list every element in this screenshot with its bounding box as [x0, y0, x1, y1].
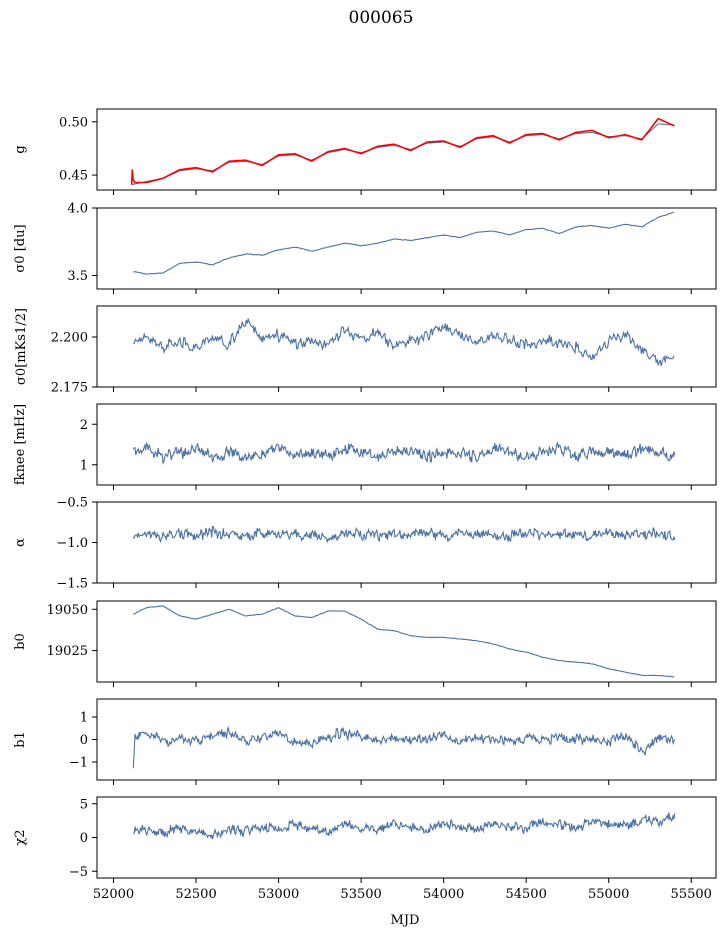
panel-8: −5 0 5 52000 52500 53000 53500 54000 54500 55000 5… — [13, 796, 717, 902]
panel-frame — [96, 403, 717, 486]
panel-4: 1 2 fknee [mHz] — [13, 403, 717, 490]
panel-5: −1.5 −1.0 −0.5 α — [13, 496, 717, 592]
y-axis-label: σ0[mKs1/2] — [14, 308, 29, 385]
panel-frame — [96, 501, 717, 584]
y-axis-label: b1 — [13, 731, 28, 748]
series-line-7-1 — [132, 725, 676, 769]
panel-frame — [96, 796, 717, 879]
y-tick-label: −1.0 — [56, 536, 88, 551]
y-tick-label: −1.5 — [56, 577, 88, 592]
y-tick-label: 5 — [80, 797, 88, 812]
series-line-1-2 — [130, 117, 675, 185]
x-tick-label: 52500 — [175, 887, 216, 902]
panel-frame — [96, 108, 717, 191]
y-tick-label: 0.50 — [59, 115, 88, 130]
x-tick-label: 53000 — [258, 887, 299, 902]
panel-frame — [96, 305, 717, 388]
figure-title: 000065 — [349, 8, 414, 28]
x-axis-label: MJD — [391, 913, 420, 928]
x-tick-label: 52000 — [93, 887, 134, 902]
series-line-1-1 — [131, 123, 675, 186]
y-axis-label: b0 — [13, 633, 28, 650]
x-tick-label: 53500 — [340, 887, 381, 902]
panel-frame — [96, 207, 717, 290]
y-tick-label: 2.175 — [51, 381, 88, 396]
series-line-5-1 — [132, 525, 676, 544]
y-axis-label: α — [13, 538, 28, 547]
x-tick-label: 54500 — [505, 887, 546, 902]
y-tick-label: 1 — [80, 711, 88, 726]
y-tick-label: 2.200 — [51, 331, 88, 346]
panel-2: 3.5 4.0 σ0 [du] — [13, 202, 717, 294]
y-axis-label: g — [13, 145, 28, 153]
y-tick-label: 19050 — [47, 603, 88, 618]
y-tick-label: 19025 — [47, 644, 88, 659]
y-axis-label: fknee [mHz] — [13, 404, 28, 485]
y-tick-label: 2 — [80, 418, 88, 433]
y-tick-label: −0.5 — [56, 496, 88, 511]
y-axis-label: σ0 [du] — [13, 224, 28, 272]
y-tick-label: 1 — [80, 458, 88, 473]
x-tick-label: 55500 — [671, 887, 712, 902]
x-tick-label: 55000 — [588, 887, 629, 902]
series-line-8-1 — [132, 812, 676, 840]
y-tick-label: −1 — [69, 756, 88, 771]
y-tick-label: 0 — [80, 831, 88, 846]
series-line-6-1 — [133, 605, 675, 678]
panel-6: 19025 19050 b0 — [13, 600, 717, 687]
y-tick-label: 0.45 — [59, 169, 88, 184]
series-line-4-1 — [132, 441, 676, 465]
panel-1: 0.45 0.50 g — [13, 108, 717, 195]
series-line-3-1 — [133, 318, 675, 367]
x-tick-label: 54000 — [423, 887, 464, 902]
panel-3: 2.175 2.200 σ0[mKs1/2] — [14, 305, 717, 396]
y-tick-label: 0 — [80, 733, 88, 748]
y-tick-label: 4.0 — [67, 202, 88, 217]
panel-7: −1 0 1 b1 — [13, 698, 717, 785]
y-tick-label: −5 — [69, 865, 88, 880]
y-axis-label: χ2 — [13, 829, 28, 845]
panel-frame — [96, 600, 717, 683]
panels: 0.45 0.50 g 3.5 4.0 σ0 [du] 2.175 2.200 σ0[mKs1/… — [13, 108, 717, 902]
y-tick-label: 3.5 — [67, 269, 88, 284]
series-line-2-1 — [133, 211, 675, 275]
